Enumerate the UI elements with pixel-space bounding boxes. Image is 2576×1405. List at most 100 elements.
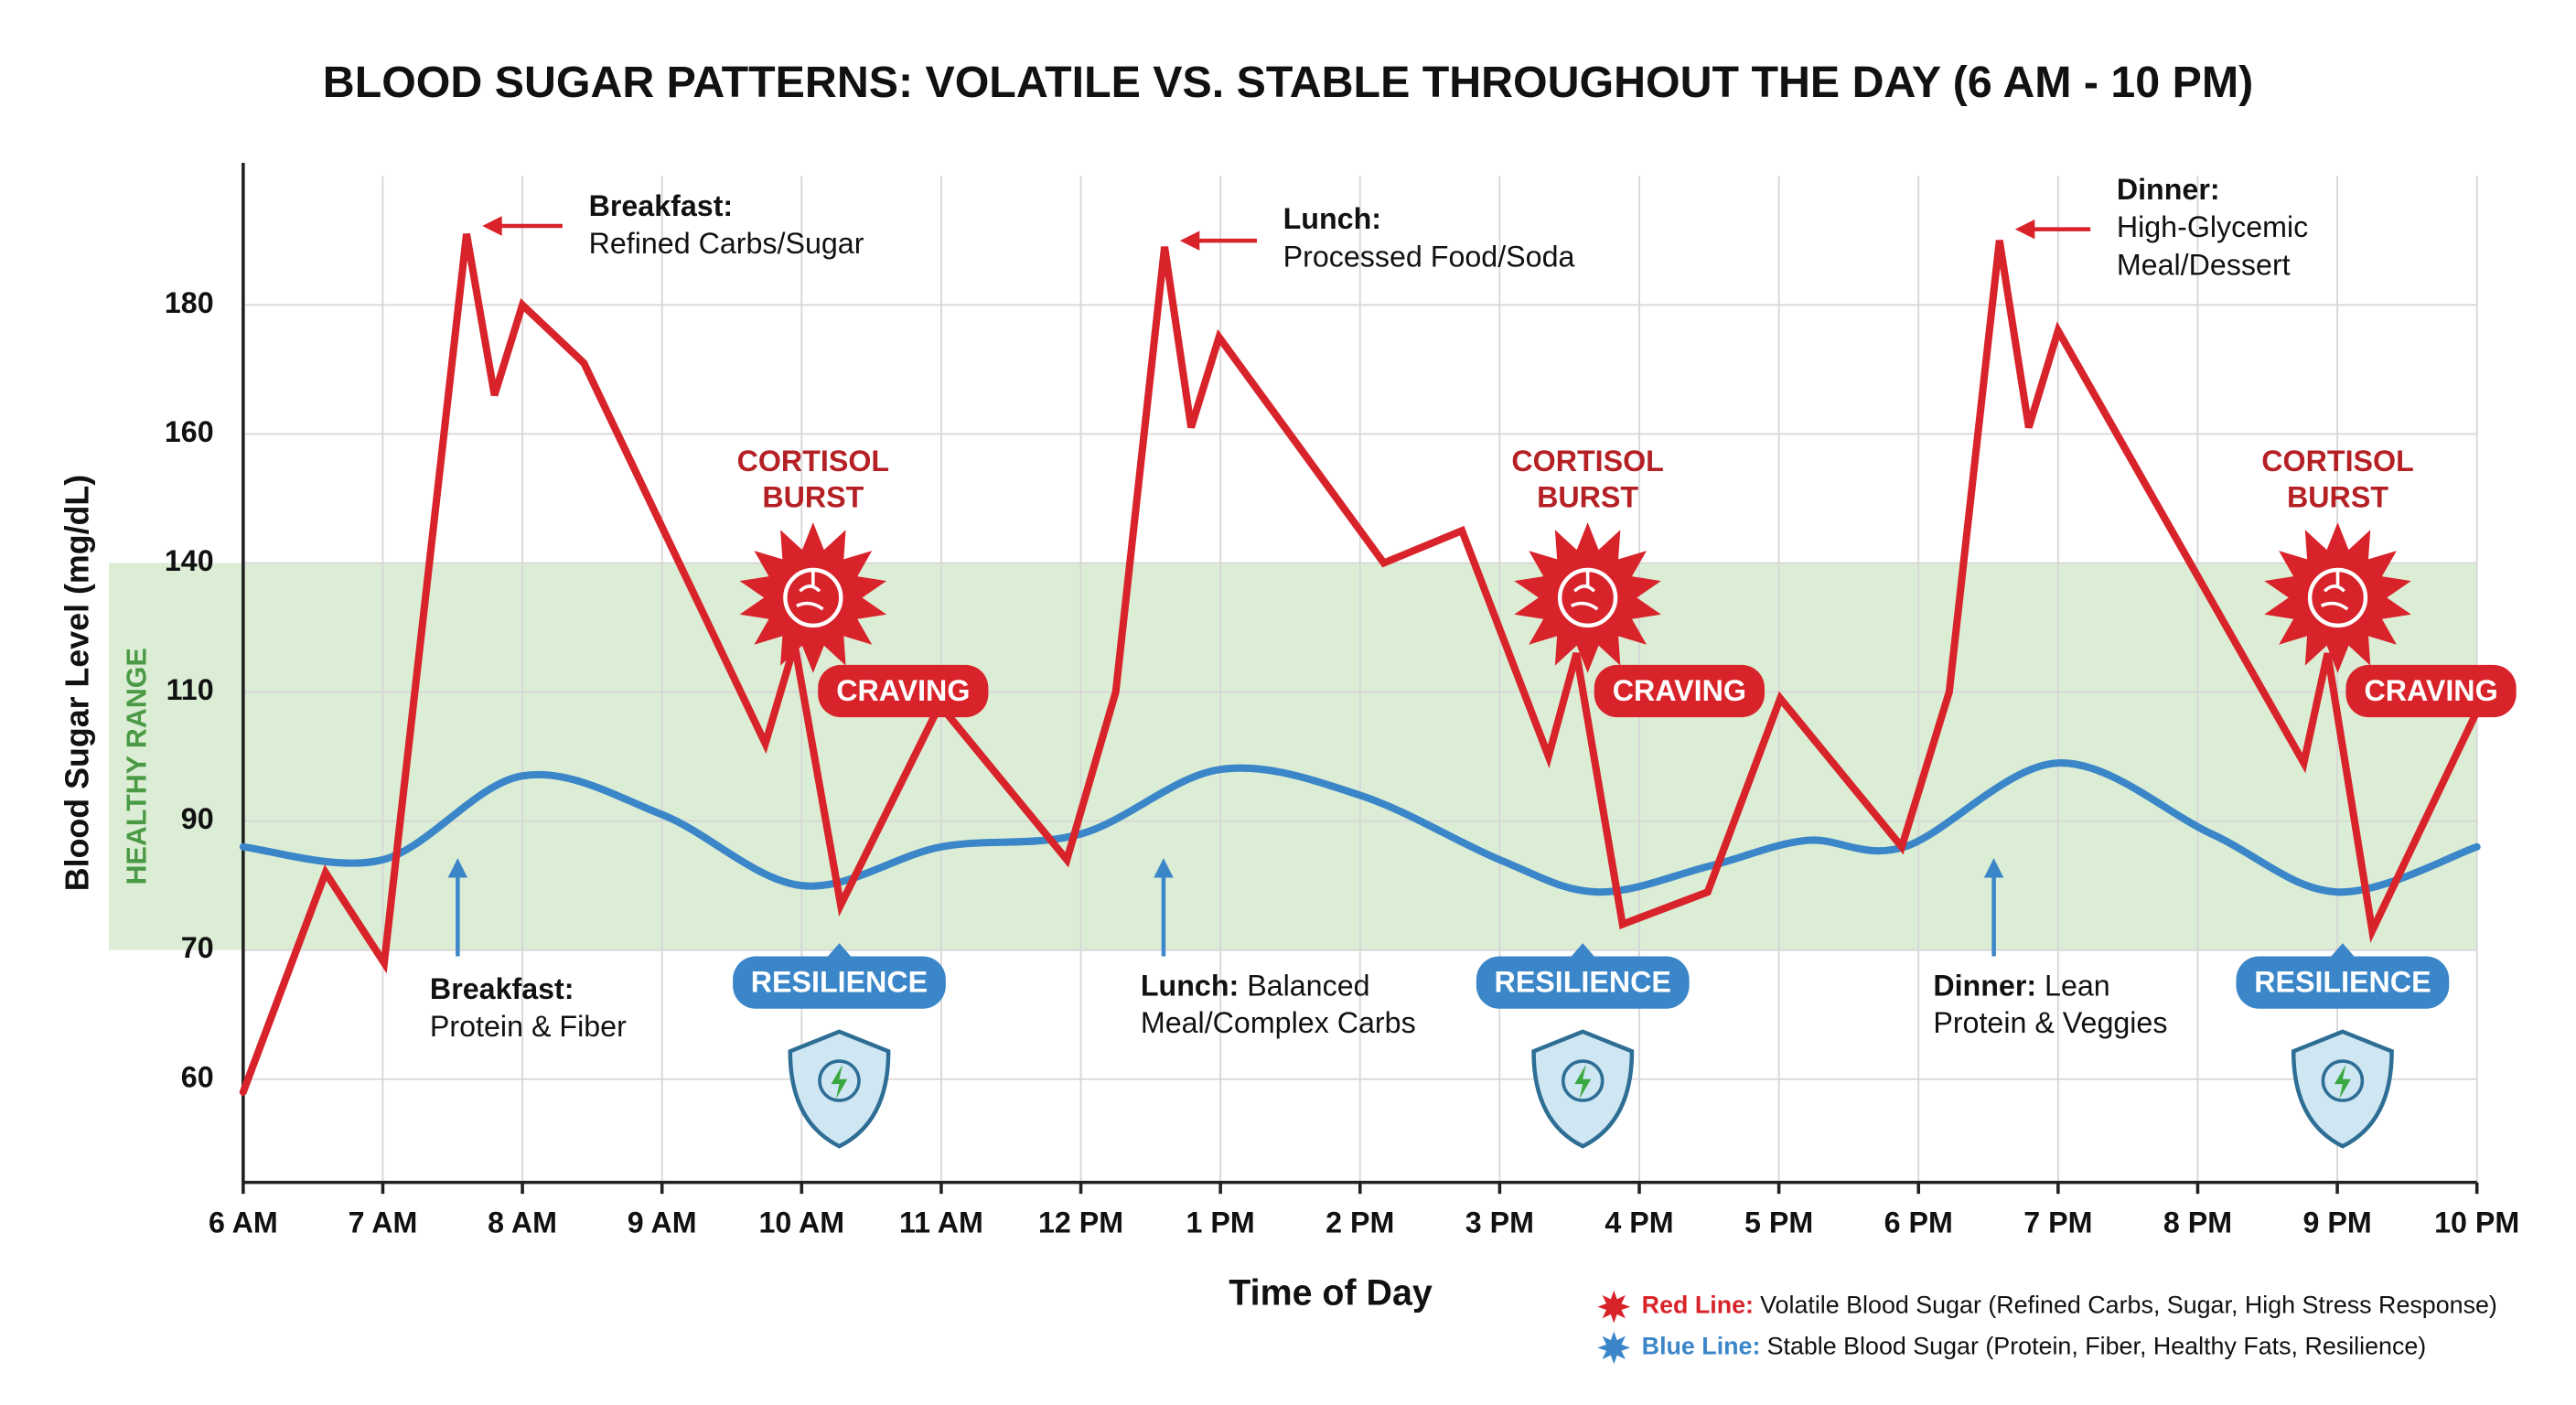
- legend-key: Red Line:: [1642, 1292, 1754, 1319]
- cortisol-label: CORTISOL: [1511, 445, 1663, 477]
- cortisol-label: BURST: [2287, 481, 2388, 514]
- y-tick-label: 70: [181, 931, 214, 964]
- annotation-label: Dinner:: [2117, 173, 2220, 206]
- resilience-label: RESILIENCE: [2254, 965, 2431, 998]
- annotation-label: Lunch:: [1141, 969, 1239, 1002]
- resilience-badge: [1476, 956, 1690, 1009]
- legend-swatch: [1597, 1290, 1631, 1324]
- resilience-label: RESILIENCE: [1495, 965, 1671, 998]
- x-tick-label: 10 AM: [758, 1207, 844, 1239]
- legend-key: Blue Line:: [1642, 1332, 1761, 1359]
- arrow-head: [1154, 858, 1174, 878]
- x-tick-label: 10 PM: [2434, 1207, 2519, 1239]
- annotation-text: Breakfast:: [430, 972, 574, 1005]
- cortisol-label: CORTISOL: [737, 445, 889, 477]
- brain-icon: [796, 571, 824, 611]
- x-tick-label: 12 PM: [1038, 1207, 1123, 1239]
- annotation-text: Processed Food/Soda: [1283, 240, 1575, 273]
- x-tick-label: 9 PM: [2302, 1207, 2371, 1239]
- y-tick-label: 140: [165, 544, 214, 577]
- y-tick-label: 160: [165, 415, 214, 448]
- y-tick-label: 180: [165, 286, 214, 319]
- x-tick-label: 5 PM: [1744, 1207, 1813, 1239]
- arrow-head: [447, 858, 468, 878]
- annotation-label: Dinner:: [1933, 969, 2036, 1002]
- plot-layer: HEALTHY RANGE 60 70 90 110 140 160 180 6 AM 7 AM 8…: [109, 162, 2519, 1239]
- x-tick-label: 2 PM: [1326, 1207, 1394, 1239]
- brain-icon: [1557, 567, 1618, 628]
- cortisol-burst-icon: [739, 522, 887, 673]
- head-icon: [1561, 1059, 1605, 1102]
- cortisol-burst-icon: [2264, 522, 2411, 673]
- badge-notch: [1571, 943, 1594, 957]
- annotation-text: Dinner: Lean: [1933, 969, 2109, 1002]
- legend-swatch: [1597, 1331, 1631, 1365]
- resilience-badge: [2236, 956, 2450, 1009]
- legend-name: Volatile Blood Sugar (Refined Carbs, Sug…: [1760, 1292, 2497, 1319]
- annotation-text: Protein & Veggies: [1933, 1006, 2167, 1039]
- head-icon: [2321, 1059, 2365, 1102]
- y-axis-title: Blood Sugar Level (mg/dL): [59, 475, 95, 891]
- x-tick-label: 8 PM: [2163, 1207, 2232, 1239]
- legend-name: Stable Blood Sugar (Protein, Fiber, Heal…: [1767, 1332, 2427, 1359]
- arrow-head: [1179, 231, 1200, 251]
- badge-notch: [827, 943, 852, 957]
- cortisol-label: BURST: [1537, 481, 1638, 514]
- annotation-text: Lunch: Balanced: [1141, 969, 1370, 1002]
- badge-notch: [2331, 943, 2355, 957]
- annotation-label: Breakfast:: [430, 972, 574, 1005]
- head-icon: [818, 1059, 861, 1102]
- legend-entry: Blue Line: Stable Blood Sugar (Protein, F…: [1642, 1332, 2427, 1359]
- x-tick-label: 4 PM: [1605, 1207, 1673, 1239]
- arrow-head: [2014, 219, 2035, 240]
- annotation-label: Breakfast:: [589, 189, 734, 222]
- annotation-text: High-Glycemic: [2117, 210, 2308, 243]
- annotation-label: Lunch:: [1283, 202, 1381, 235]
- chart-title: BLOOD SUGAR PATTERNS: VOLATILE VS. STABL…: [323, 58, 2253, 107]
- craving-label: CRAVING: [1613, 674, 1746, 707]
- resilience-label: RESILIENCE: [751, 965, 928, 998]
- bolt-icon: [831, 1064, 848, 1099]
- y-tick-label: 60: [181, 1060, 214, 1093]
- craving-label: CRAVING: [836, 674, 970, 707]
- cortisol-label: BURST: [762, 481, 864, 514]
- series-line: [239, 759, 2481, 896]
- craving-label: CRAVING: [2364, 674, 2497, 707]
- resilience-badge: [733, 956, 946, 1009]
- annotation-text: Lean: [2045, 969, 2110, 1002]
- healthy-range-label: HEALTHY RANGE: [121, 648, 152, 885]
- bolt-icon: [1574, 1064, 1592, 1099]
- annotation-text: Meal/Complex Carbs: [1141, 1006, 1416, 1039]
- annotation-text: Protein & Fiber: [430, 1010, 627, 1043]
- x-tick-label: 9 AM: [628, 1207, 697, 1239]
- x-axis-title: Time of Day: [1229, 1272, 1433, 1313]
- x-tick-label: 1 PM: [1186, 1207, 1255, 1239]
- x-tick-label: 6 PM: [1884, 1207, 1953, 1239]
- annotation-text: Refined Carbs/Sugar: [589, 227, 864, 260]
- healthy-range-band: [109, 563, 2477, 950]
- series-line: [239, 233, 2481, 1096]
- x-tick-label: 7 PM: [2023, 1207, 2092, 1239]
- brain-icon: [783, 567, 843, 628]
- y-tick-label: 110: [166, 673, 214, 706]
- craving-badge: [2345, 664, 2517, 718]
- cortisol-label: CORTISOL: [2261, 445, 2413, 477]
- x-tick-label: 11 AM: [899, 1207, 983, 1239]
- brain-icon: [1570, 571, 1599, 611]
- craving-badge: [818, 664, 989, 718]
- x-tick-label: 8 AM: [488, 1207, 557, 1239]
- arrow-head: [1983, 858, 2004, 878]
- craving-badge: [1594, 664, 1765, 718]
- x-tick-label: 6 AM: [209, 1207, 278, 1239]
- x-tick-label: 7 AM: [349, 1207, 418, 1239]
- brain-icon: [2307, 567, 2368, 628]
- bolt-icon: [2334, 1064, 2351, 1099]
- annotation-text: Meal/Dessert: [2117, 248, 2291, 281]
- cortisol-burst-icon: [1514, 522, 1661, 673]
- arrow-head: [482, 216, 502, 236]
- legend-entry: Red Line: Volatile Blood Sugar (Refined C…: [1642, 1292, 2497, 1319]
- brain-icon: [2320, 571, 2349, 611]
- y-tick-label: 90: [181, 802, 214, 835]
- annotation-text: Balanced: [1247, 969, 1369, 1002]
